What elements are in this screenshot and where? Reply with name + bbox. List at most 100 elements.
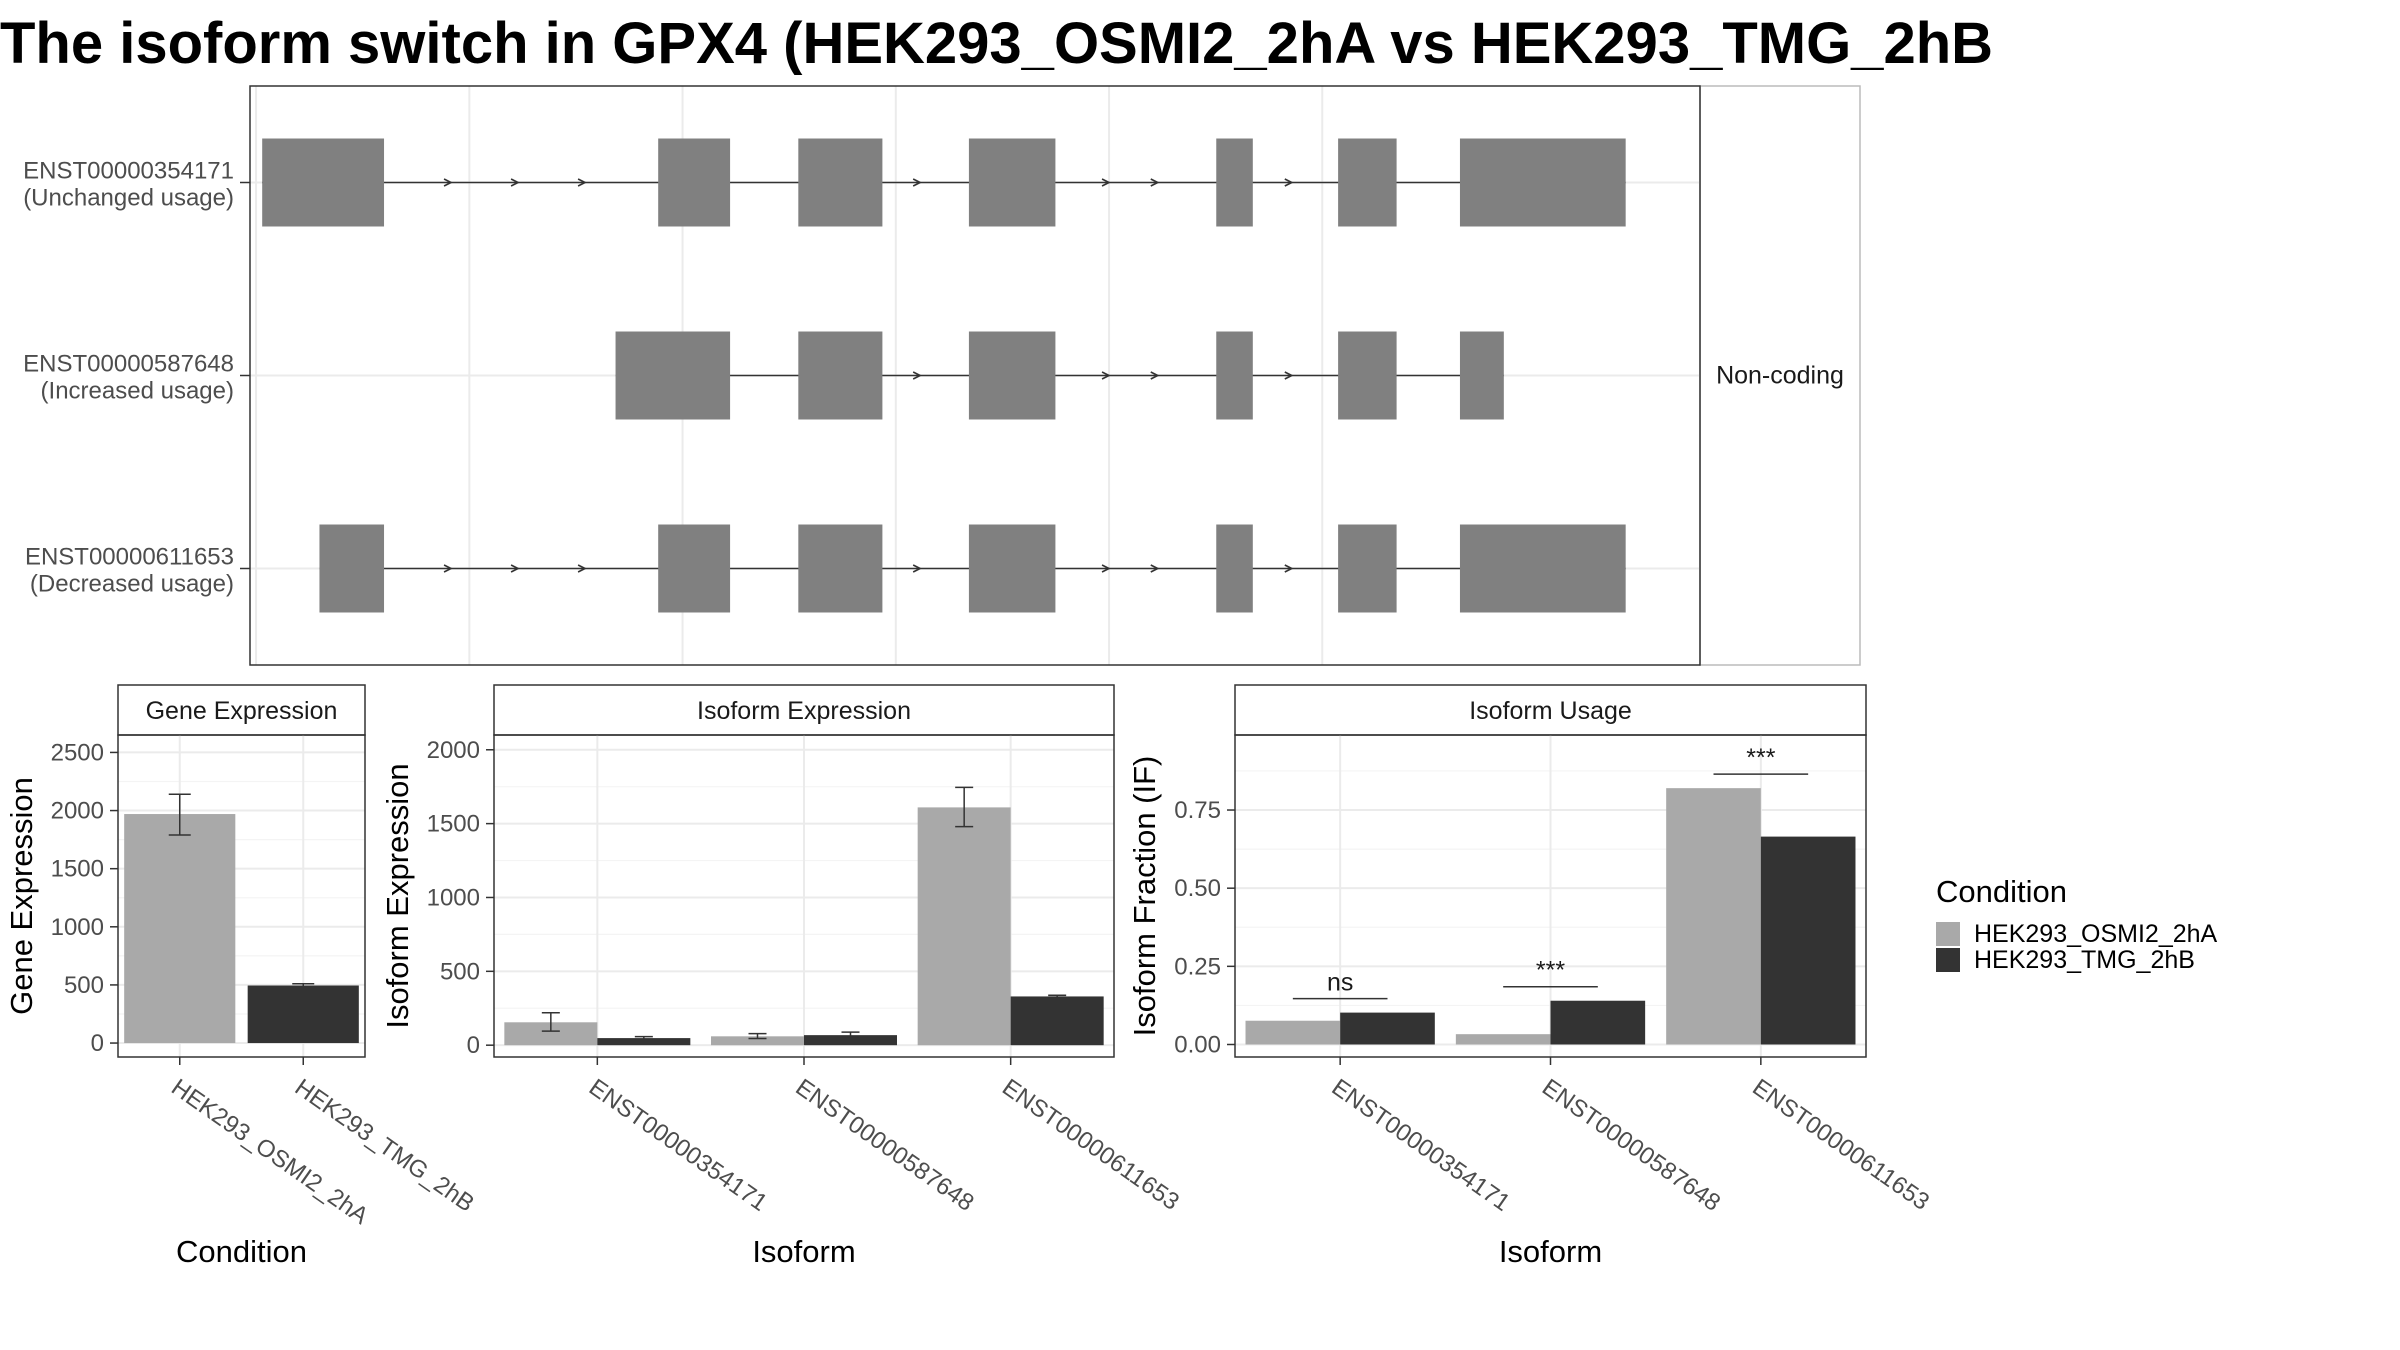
panel-strip-title: Isoform Usage <box>1469 697 1632 725</box>
intron-arrow <box>1284 564 1294 573</box>
legend-item-label: HEK293_TMG_2hB <box>1974 946 2195 974</box>
intron-arrow <box>1101 564 1111 573</box>
bar <box>247 985 359 1044</box>
intron-arrow <box>510 178 520 187</box>
y-tick-label: 1500 <box>427 811 480 838</box>
bar <box>1010 996 1104 1046</box>
exon-box <box>968 331 1056 420</box>
legend-swatch <box>1936 948 1960 972</box>
transcript-id-label: ENST00000587648 <box>23 351 234 378</box>
y-tick-label: 1000 <box>51 914 104 941</box>
transcript-id-label: ENST00000354171 <box>23 158 234 185</box>
intron-arrow <box>1101 178 1111 187</box>
x-tick-label: ENST00000587648 <box>1537 1074 1725 1217</box>
exon-box <box>658 138 731 227</box>
gene-expression-panel: Gene Expression 0 500 1000 1500 2000 2500 HEK29… <box>4 684 479 1269</box>
intron-arrow <box>1284 371 1294 380</box>
y-axis-title: Isoform Expression <box>380 763 415 1028</box>
panel-strip <box>493 684 1115 736</box>
y-tick-label: 2500 <box>51 739 104 766</box>
strip-box <box>1699 85 1861 666</box>
x-tick-label: ENST00000587648 <box>791 1074 979 1217</box>
legend-swatch <box>1936 922 1960 946</box>
isoform-expression-panel: Isoform Expression 0 500 1000 1500 2000 ENST00… <box>380 684 1184 1269</box>
y-axis-title: Isoform Fraction (IF) <box>1127 756 1162 1037</box>
isoform-usage-panel: Isoform Usage ns *** *** 0.00 0.25 0.50 0.75 ENS… <box>1127 684 1934 1269</box>
exon-box <box>1216 331 1253 420</box>
figure-title: The isoform switch in GPX4 (HEK293_OSMI2… <box>0 11 1994 76</box>
x-tick-label: ENST00000354171 <box>1327 1074 1515 1217</box>
panel-strip <box>1234 684 1867 736</box>
exon-box <box>319 524 385 613</box>
exon-box <box>1338 138 1397 227</box>
legend-title: Condition <box>1936 874 2067 909</box>
legend-item-label: HEK293_OSMI2_2hA <box>1974 920 2218 948</box>
y-tick-label: 0 <box>91 1030 104 1057</box>
significance-label: ns <box>1327 969 1353 997</box>
intron-arrow <box>912 371 922 380</box>
panel-strip-title: Isoform Expression <box>697 697 911 725</box>
x-tick-label: ENST00000354171 <box>584 1074 772 1217</box>
exon-box <box>1216 524 1253 613</box>
bar <box>1666 788 1761 1045</box>
panel-border <box>117 734 366 1058</box>
y-axis-title: Gene Expression <box>4 777 39 1015</box>
y-tick-label: 0.25 <box>1174 953 1221 980</box>
exon-box <box>658 524 731 613</box>
bar <box>1455 1034 1551 1045</box>
exon-box <box>1338 524 1397 613</box>
intron-arrow <box>1150 371 1160 380</box>
exon-box <box>1459 138 1626 227</box>
intron-arrow <box>912 564 922 573</box>
exon-box <box>798 524 883 613</box>
exon-box <box>262 138 385 227</box>
x-tick-label: HEK293_OSMI2_2hA <box>166 1074 373 1230</box>
panel-border <box>249 85 1701 666</box>
intron-arrow <box>912 178 922 187</box>
exon-box <box>798 138 883 227</box>
bar <box>917 807 1011 1046</box>
exon-box <box>968 524 1056 613</box>
y-tick-label: 500 <box>440 958 480 985</box>
bar <box>1760 836 1856 1045</box>
y-tick-label: 2000 <box>51 798 104 825</box>
x-tick-label: ENST00000611653 <box>997 1074 1184 1216</box>
bar <box>504 1022 598 1046</box>
intron-arrow <box>443 564 453 573</box>
bar <box>804 1035 897 1046</box>
transcript-id-label: ENST00000611653 <box>25 544 234 571</box>
x-axis-title: Condition <box>176 1234 307 1269</box>
y-tick-label: 500 <box>64 972 104 999</box>
gene-structure-panel: ENST00000354171(Unchanged usage) ENST0000… <box>23 85 1861 666</box>
exon-box <box>968 138 1056 227</box>
x-axis-title: Isoform <box>1499 1234 1602 1269</box>
intron-arrow <box>1284 178 1294 187</box>
intron-arrow <box>1150 564 1160 573</box>
bar <box>124 814 236 1044</box>
exon-box <box>1459 331 1504 420</box>
exon-box <box>615 331 731 420</box>
exon-box <box>1338 331 1397 420</box>
intron-arrow <box>577 564 587 573</box>
transcript-status-label: (Decreased usage) <box>30 571 234 598</box>
y-tick-label: 2000 <box>427 737 480 764</box>
bar <box>711 1036 804 1046</box>
exon-box <box>1216 138 1253 227</box>
significance-label: *** <box>1746 744 1775 772</box>
y-tick-label: 0.75 <box>1174 797 1221 824</box>
significance-label: *** <box>1536 957 1565 985</box>
bar <box>1245 1020 1341 1045</box>
bar <box>1340 1012 1435 1045</box>
panel-strip-title: Gene Expression <box>146 697 338 725</box>
y-tick-label: 0.00 <box>1174 1031 1221 1058</box>
y-tick-label: 1000 <box>427 884 480 911</box>
intron-arrow <box>1150 178 1160 187</box>
bar <box>597 1038 691 1046</box>
y-tick-label: 0.50 <box>1174 875 1221 902</box>
x-tick-label: ENST00000611653 <box>1747 1074 1934 1216</box>
x-axis-title: Isoform <box>752 1234 855 1269</box>
intron-arrow <box>1101 371 1111 380</box>
y-tick-label: 1500 <box>51 856 104 883</box>
